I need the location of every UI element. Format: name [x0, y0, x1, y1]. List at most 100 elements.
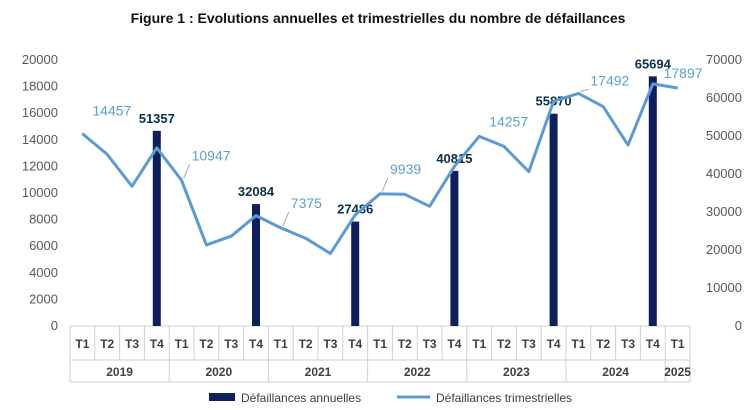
line-data-label: 17492	[590, 72, 629, 88]
chart-title: Figure 1 : Evolutions annuelles et trime…	[130, 10, 626, 26]
y-left-tick-label: 0	[51, 318, 58, 333]
line-point	[354, 214, 356, 216]
x-tick-label: T3	[224, 337, 238, 351]
line-data-label: 14457	[92, 103, 131, 119]
year-label: 2023	[503, 365, 530, 379]
x-tick-label: T4	[646, 337, 660, 351]
line-point	[305, 237, 307, 239]
y-right-tick-label: 60000	[706, 90, 742, 105]
x-tick-label: T3	[621, 337, 635, 351]
year-label: 2019	[106, 365, 133, 379]
y-left-tick-label: 14000	[22, 132, 58, 147]
line-point	[379, 193, 381, 195]
line-point	[81, 133, 83, 135]
bar-data-label: 32084	[238, 184, 275, 199]
y-left-tick-label: 12000	[22, 158, 58, 173]
y-left-tick-label: 18000	[22, 79, 58, 94]
year-label: 2021	[305, 365, 332, 379]
line-point	[577, 92, 579, 94]
x-tick-label: T3	[423, 337, 437, 351]
bar-annual	[351, 221, 360, 326]
x-tick-label: T2	[398, 337, 412, 351]
line-label-leader	[580, 88, 589, 92]
y-right-tick-label: 40000	[706, 166, 742, 181]
y-left-tick-label: 20000	[22, 52, 58, 67]
line-data-label: 10947	[192, 147, 231, 163]
y-left-tick-label: 8000	[29, 212, 58, 227]
x-tick-label: T4	[249, 337, 263, 351]
line-point	[602, 106, 604, 108]
line-point	[106, 153, 108, 155]
y-right-tick-label: 30000	[706, 204, 742, 219]
x-tick-label: T1	[373, 337, 387, 351]
line-label-leader	[282, 211, 290, 227]
line-data-label: 17897	[664, 65, 703, 81]
x-tick-label: T3	[125, 337, 139, 351]
line-quarterly	[81, 82, 678, 255]
x-tick-label: T1	[571, 337, 585, 351]
line-point	[429, 205, 431, 207]
bar-annual	[648, 76, 657, 327]
x-tick-label: T2	[299, 337, 313, 351]
line-point	[280, 227, 282, 229]
line-point	[230, 235, 232, 237]
line-point	[677, 87, 679, 89]
year-label: 2025	[664, 365, 691, 379]
x-tick-label: T3	[323, 337, 337, 351]
y-right-tick-label: 0	[735, 318, 742, 333]
bar-annual	[549, 113, 558, 326]
x-tick-label: T1	[175, 337, 189, 351]
legend-line-label: Défaillances trimestrielles	[436, 391, 572, 405]
line-point	[404, 193, 406, 195]
line-point	[553, 100, 555, 102]
line-point	[478, 135, 480, 137]
year-label: 2024	[602, 365, 629, 379]
bar-annual	[252, 204, 260, 326]
line-point	[652, 83, 654, 85]
line-point	[627, 144, 629, 146]
line-data-label: 9939	[390, 161, 421, 177]
legend-bar-label: Défaillances annuelles	[241, 391, 361, 405]
x-tick-label: T1	[75, 337, 89, 351]
x-tick-label: T2	[199, 337, 213, 351]
x-tick-label: T3	[522, 337, 536, 351]
line-point	[528, 171, 530, 173]
x-tick-label: T2	[596, 337, 610, 351]
year-label: 2020	[205, 365, 232, 379]
y-left-tick-label: 16000	[22, 105, 58, 120]
x-tick-label: T4	[547, 337, 561, 351]
line-point	[205, 244, 207, 246]
line-data-label: 14257	[489, 113, 528, 129]
x-tick-label: T2	[100, 337, 114, 351]
line-label-leader	[381, 177, 389, 193]
y-left-tick-label: 2000	[29, 291, 58, 306]
line-point	[453, 165, 455, 167]
line-point	[181, 179, 183, 181]
x-tick-label: T1	[671, 337, 685, 351]
line-data-label: 7375	[291, 195, 322, 211]
bar-annual	[450, 170, 459, 326]
x-tick-label: T2	[497, 337, 511, 351]
line-point	[503, 145, 505, 147]
x-tick-label: T4	[348, 337, 362, 351]
line-point	[329, 253, 331, 255]
y-left-tick-label: 10000	[22, 185, 58, 200]
bar-data-label: 51357	[139, 111, 175, 126]
y-right-tick-label: 10000	[706, 280, 742, 295]
y-right-tick-label: 20000	[706, 242, 742, 257]
line-point	[255, 215, 257, 217]
x-tick-label: T4	[150, 337, 164, 351]
x-tick-label: T4	[447, 337, 461, 351]
y-right-tick-label: 50000	[706, 128, 742, 143]
x-tick-label: T1	[472, 337, 486, 351]
line-point	[131, 185, 133, 187]
line-point	[156, 147, 158, 149]
bar-data-label: 65694	[635, 56, 672, 71]
x-tick-label: T1	[274, 337, 288, 351]
year-label: 2022	[404, 365, 431, 379]
legend-bar-swatch	[209, 393, 235, 401]
y-right-tick-label: 70000	[706, 52, 742, 67]
y-left-tick-label: 6000	[29, 238, 58, 253]
